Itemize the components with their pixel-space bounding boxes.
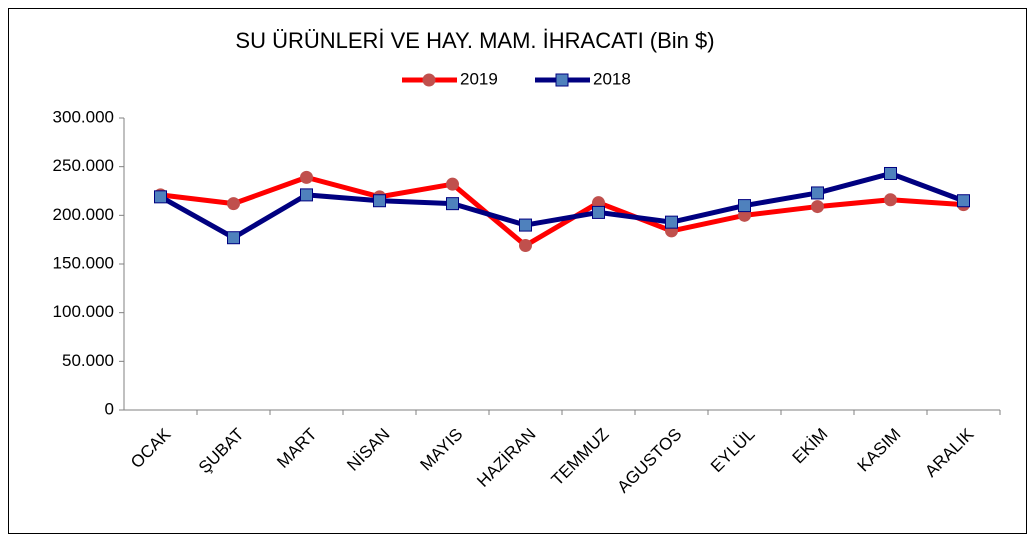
series-line (160, 174, 964, 249)
y-tick-label: 250.000 (53, 156, 114, 175)
y-tick-label: 150.000 (53, 253, 114, 272)
legend-label: 2019 (460, 69, 498, 88)
y-tick-label: 0 (105, 399, 114, 418)
point (592, 205, 605, 219)
point (227, 197, 240, 211)
y-tick-label: 100.000 (53, 302, 114, 321)
series-line (159, 170, 965, 241)
point (300, 188, 313, 202)
legend-marker (422, 73, 436, 87)
y-tick-label: 200.000 (53, 205, 114, 224)
point (738, 199, 751, 213)
point (446, 177, 459, 191)
point (884, 166, 897, 180)
y-tick-label: 300.000 (53, 107, 114, 126)
legend-label: 2018 (593, 69, 631, 88)
point (373, 194, 386, 208)
chart-border (8, 8, 1027, 534)
point (519, 218, 532, 232)
point (884, 193, 897, 207)
point (665, 215, 678, 229)
point (957, 194, 970, 208)
point (300, 170, 313, 184)
chart-title: SU ÜRÜNLERİ VE HAY. MAM. İHRACATI (Bin $… (235, 28, 714, 53)
point (811, 186, 824, 200)
y-tick-label: 50.000 (62, 351, 114, 370)
legend-marker (555, 73, 569, 87)
point (154, 190, 167, 204)
point (811, 200, 824, 214)
point (519, 239, 532, 253)
point (227, 231, 240, 245)
point (446, 197, 459, 211)
